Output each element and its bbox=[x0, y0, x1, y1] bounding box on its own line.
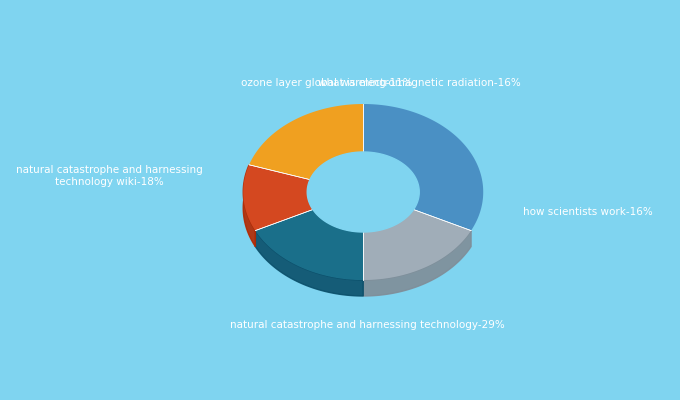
Polygon shape bbox=[256, 230, 363, 296]
Polygon shape bbox=[363, 104, 483, 230]
Polygon shape bbox=[307, 180, 313, 226]
Text: ozone layer global warming-11%: ozone layer global warming-11% bbox=[241, 78, 413, 88]
Polygon shape bbox=[256, 210, 363, 280]
Polygon shape bbox=[313, 210, 363, 248]
Text: natural catastrophe and harnessing technology-29%: natural catastrophe and harnessing techn… bbox=[230, 320, 505, 330]
Polygon shape bbox=[243, 165, 256, 246]
Polygon shape bbox=[249, 104, 363, 180]
Text: what is electromagnetic radiation-16%: what is electromagnetic radiation-16% bbox=[318, 78, 521, 88]
Polygon shape bbox=[363, 210, 413, 248]
Text: how scientists work-16%: how scientists work-16% bbox=[523, 207, 653, 217]
Polygon shape bbox=[363, 210, 471, 280]
Polygon shape bbox=[363, 230, 471, 296]
Polygon shape bbox=[243, 165, 313, 230]
Polygon shape bbox=[307, 152, 420, 232]
Text: natural catastrophe and harnessing technology wiki-18%: natural catastrophe and harnessing techn… bbox=[16, 165, 203, 187]
